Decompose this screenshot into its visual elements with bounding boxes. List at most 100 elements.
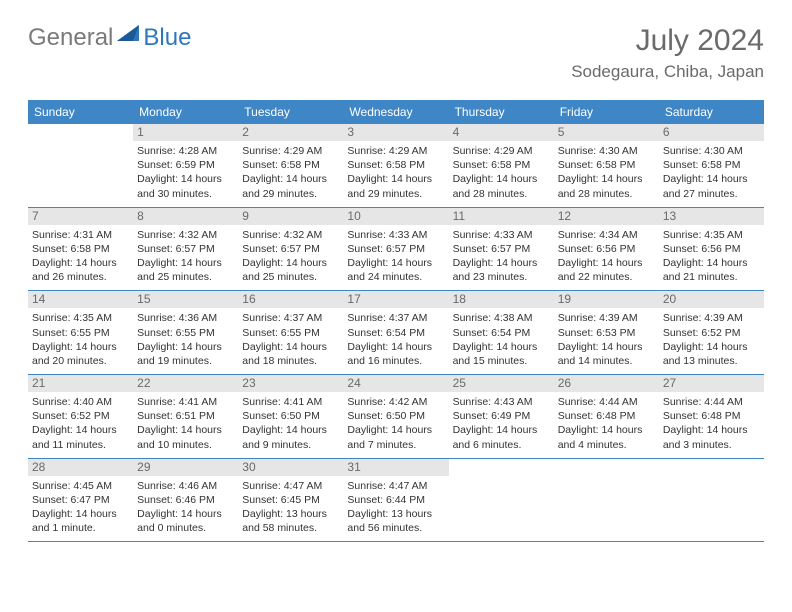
- day-number: 15: [133, 291, 238, 308]
- day-number: 23: [238, 375, 343, 392]
- day-details: Sunrise: 4:44 AMSunset: 6:48 PMDaylight:…: [663, 395, 760, 452]
- calendar-day-cell: 26 Sunrise: 4:44 AMSunset: 6:48 PMDayligh…: [554, 375, 659, 458]
- calendar-day-cell: 25Sunrise: 4:43 AMSunset: 6:49 PMDayligh…: [449, 375, 554, 458]
- day-number: 22: [133, 375, 238, 392]
- page-title: July 2024: [571, 24, 764, 58]
- calendar-day-cell: 24 Sunrise: 4:42 AMSunset: 6:50 PMDayligh…: [343, 375, 448, 458]
- day-number: 10: [343, 208, 448, 225]
- day-details: Sunrise: 4:37 AMSunset: 6:55 PMDaylight:…: [242, 311, 339, 368]
- day-number: 27: [659, 375, 764, 392]
- calendar-day-cell: [449, 459, 554, 542]
- calendar-header-cell: Friday: [554, 100, 659, 124]
- calendar-day-cell: 5 Sunrise: 4:30 AMSunset: 6:58 PMDaylight…: [554, 124, 659, 207]
- calendar-day-cell: 11 Sunrise: 4:33 AMSunset: 6:57 PMDayligh…: [449, 208, 554, 291]
- day-number: 3: [343, 124, 448, 141]
- day-details: Sunrise: 4:31 AMSunset: 6:58 PMDaylight:…: [32, 228, 129, 285]
- day-number: 1: [133, 124, 238, 141]
- calendar-day-cell: 3 Sunrise: 4:29 AMSunset: 6:58 PMDaylight…: [343, 124, 448, 207]
- logo-text-blue: Blue: [143, 24, 191, 52]
- day-details: Sunrise: 4:46 AMSunset: 6:46 PMDaylight:…: [137, 479, 234, 536]
- day-number: 24: [343, 375, 448, 392]
- day-details: Sunrise: 4:34 AMSunset: 6:56 PMDaylight:…: [558, 228, 655, 285]
- day-number: 21: [28, 375, 133, 392]
- day-number: 20: [659, 291, 764, 308]
- day-details: Sunrise: 4:30 AMSunset: 6:58 PMDaylight:…: [558, 144, 655, 201]
- day-details: Sunrise: 4:39 AMSunset: 6:53 PMDaylight:…: [558, 311, 655, 368]
- day-number: 8: [133, 208, 238, 225]
- day-number: 19: [554, 291, 659, 308]
- day-details: Sunrise: 4:38 AMSunset: 6:54 PMDaylight:…: [453, 311, 550, 368]
- calendar-day-cell: 18 Sunrise: 4:38 AMSunset: 6:54 PMDayligh…: [449, 291, 554, 374]
- calendar-day-cell: 12 Sunrise: 4:34 AMSunset: 6:56 PMDayligh…: [554, 208, 659, 291]
- day-details: Sunrise: 4:40 AMSunset: 6:52 PMDaylight:…: [32, 395, 129, 452]
- day-number: 31: [343, 459, 448, 476]
- day-number: 13: [659, 208, 764, 225]
- day-details: Sunrise: 4:45 AMSunset: 6:47 PMDaylight:…: [32, 479, 129, 536]
- calendar-day-cell: 15 Sunrise: 4:36 AMSunset: 6:55 PMDayligh…: [133, 291, 238, 374]
- day-details: Sunrise: 4:44 AMSunset: 6:48 PMDaylight:…: [558, 395, 655, 452]
- calendar-header-row: SundayMondayTuesdayWednesdayThursdayFrid…: [28, 100, 764, 124]
- day-details: Sunrise: 4:29 AMSunset: 6:58 PMDaylight:…: [242, 144, 339, 201]
- calendar-day-cell: 9Sunrise: 4:32 AMSunset: 6:57 PMDaylight…: [238, 208, 343, 291]
- day-number: 25: [449, 375, 554, 392]
- day-number: 7: [28, 208, 133, 225]
- calendar-day-cell: [659, 459, 764, 542]
- day-number: 18: [449, 291, 554, 308]
- day-details: Sunrise: 4:29 AMSunset: 6:58 PMDaylight:…: [347, 144, 444, 201]
- calendar-day-cell: 20 Sunrise: 4:39 AMSunset: 6:52 PMDayligh…: [659, 291, 764, 374]
- calendar-day-cell: 6 Sunrise: 4:30 AMSunset: 6:58 PMDaylight…: [659, 124, 764, 207]
- logo: General Blue: [28, 24, 191, 52]
- calendar-day-cell: 16 Sunrise: 4:37 AMSunset: 6:55 PMDayligh…: [238, 291, 343, 374]
- calendar-day-cell: 14 Sunrise: 4:35 AMSunset: 6:55 PMDayligh…: [28, 291, 133, 374]
- day-details: Sunrise: 4:39 AMSunset: 6:52 PMDaylight:…: [663, 311, 760, 368]
- logo-text-general: General: [28, 24, 113, 52]
- day-details: Sunrise: 4:41 AMSunset: 6:50 PMDaylight:…: [242, 395, 339, 452]
- calendar-header-cell: Saturday: [659, 100, 764, 124]
- day-details: Sunrise: 4:29 AMSunset: 6:58 PMDaylight:…: [453, 144, 550, 201]
- day-details: Sunrise: 4:37 AMSunset: 6:54 PMDaylight:…: [347, 311, 444, 368]
- day-number: 26: [554, 375, 659, 392]
- calendar-day-cell: 21 Sunrise: 4:40 AMSunset: 6:52 PMDayligh…: [28, 375, 133, 458]
- calendar-day-cell: 31Sunrise: 4:47 AMSunset: 6:44 PMDayligh…: [343, 459, 448, 542]
- calendar-day-cell: 17 Sunrise: 4:37 AMSunset: 6:54 PMDayligh…: [343, 291, 448, 374]
- calendar-day-cell: [28, 124, 133, 207]
- day-number: 12: [554, 208, 659, 225]
- day-number: 5: [554, 124, 659, 141]
- calendar-week-row: 7 Sunrise: 4:31 AMSunset: 6:58 PMDaylight…: [28, 208, 764, 292]
- calendar-day-cell: 8 Sunrise: 4:32 AMSunset: 6:57 PMDaylight…: [133, 208, 238, 291]
- day-number: 28: [28, 459, 133, 476]
- day-number: 9: [238, 208, 343, 225]
- day-number: 17: [343, 291, 448, 308]
- day-number: 11: [449, 208, 554, 225]
- calendar-day-cell: 1Sunrise: 4:28 AMSunset: 6:59 PMDaylight…: [133, 124, 238, 207]
- calendar-header-cell: Thursday: [449, 100, 554, 124]
- day-details: Sunrise: 4:35 AMSunset: 6:55 PMDaylight:…: [32, 311, 129, 368]
- day-details: Sunrise: 4:47 AMSunset: 6:45 PMDaylight:…: [242, 479, 339, 536]
- day-number: 14: [28, 291, 133, 308]
- calendar-day-cell: 7 Sunrise: 4:31 AMSunset: 6:58 PMDaylight…: [28, 208, 133, 291]
- day-details: Sunrise: 4:30 AMSunset: 6:58 PMDaylight:…: [663, 144, 760, 201]
- calendar-week-row: 28 Sunrise: 4:45 AMSunset: 6:47 PMDayligh…: [28, 459, 764, 543]
- calendar-day-cell: 30 Sunrise: 4:47 AMSunset: 6:45 PMDayligh…: [238, 459, 343, 542]
- logo-triangle-icon: [117, 23, 141, 48]
- calendar-day-cell: 29Sunrise: 4:46 AMSunset: 6:46 PMDayligh…: [133, 459, 238, 542]
- calendar-header-cell: Wednesday: [343, 100, 448, 124]
- calendar-header-cell: Tuesday: [238, 100, 343, 124]
- calendar-day-cell: 4 Sunrise: 4:29 AMSunset: 6:58 PMDaylight…: [449, 124, 554, 207]
- day-number: 2: [238, 124, 343, 141]
- calendar-day-cell: 19 Sunrise: 4:39 AMSunset: 6:53 PMDayligh…: [554, 291, 659, 374]
- location-text: Sodegaura, Chiba, Japan: [571, 62, 764, 82]
- day-number: 4: [449, 124, 554, 141]
- calendar-header-cell: Sunday: [28, 100, 133, 124]
- day-details: Sunrise: 4:36 AMSunset: 6:55 PMDaylight:…: [137, 311, 234, 368]
- day-number: 6: [659, 124, 764, 141]
- calendar-header-cell: Monday: [133, 100, 238, 124]
- top-row: General Blue July 2024 Sodegaura, Chiba,…: [28, 24, 764, 82]
- day-details: Sunrise: 4:42 AMSunset: 6:50 PMDaylight:…: [347, 395, 444, 452]
- calendar-day-cell: 23 Sunrise: 4:41 AMSunset: 6:50 PMDayligh…: [238, 375, 343, 458]
- day-details: Sunrise: 4:33 AMSunset: 6:57 PMDaylight:…: [453, 228, 550, 285]
- day-number: 30: [238, 459, 343, 476]
- day-number: 16: [238, 291, 343, 308]
- day-details: Sunrise: 4:32 AMSunset: 6:57 PMDaylight:…: [137, 228, 234, 285]
- calendar-day-cell: 22Sunrise: 4:41 AMSunset: 6:51 PMDayligh…: [133, 375, 238, 458]
